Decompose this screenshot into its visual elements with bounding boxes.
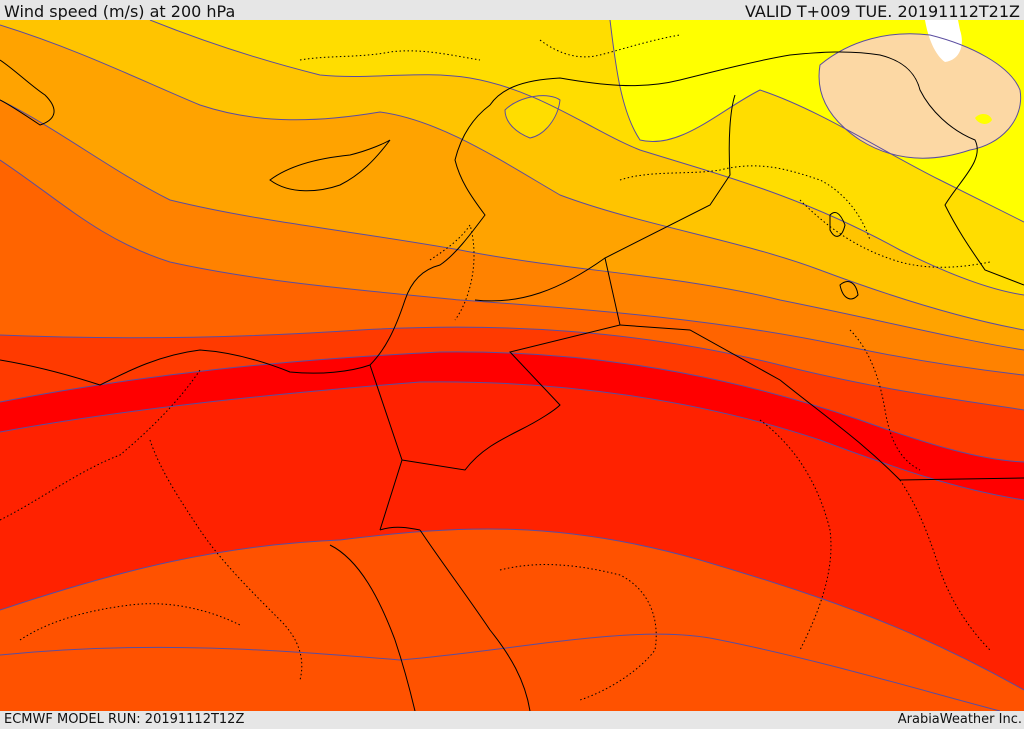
admin-boundaries	[0, 34, 991, 701]
band-gold-pocket	[505, 95, 560, 138]
valid-time: VALID T+009 TUE. 20191112T21Z	[744, 2, 1020, 21]
map-canvas	[0, 20, 1024, 711]
map-title: Wind speed (m/s) at 200 hPa	[4, 2, 236, 21]
contour-lines	[0, 20, 1024, 711]
credit-label: ArabiaWeather Inc.	[897, 712, 1022, 727]
wind-speed-map[interactable]	[0, 20, 1024, 711]
model-run-label: ECMWF MODEL RUN: 20191112T12Z	[4, 712, 245, 727]
map-footer: ECMWF MODEL RUN: 20191112T12Z ArabiaWeat…	[0, 711, 1024, 729]
band-white	[925, 20, 962, 62]
map-header: Wind speed (m/s) at 200 hPa VALID T+009 …	[0, 0, 1024, 21]
band-peach	[819, 33, 1021, 159]
band-yellow-dot	[975, 114, 992, 124]
country-borders	[0, 51, 1024, 711]
